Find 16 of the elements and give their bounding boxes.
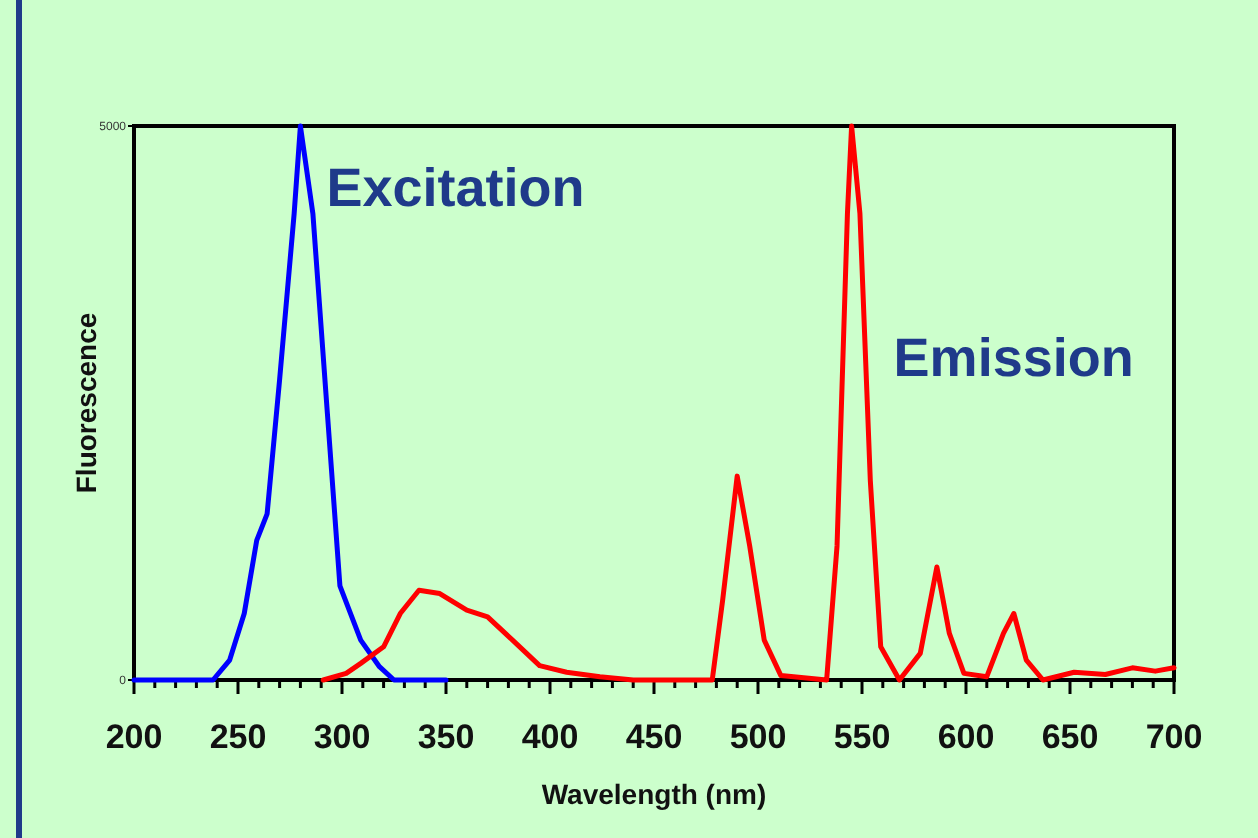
- x-tick-label: 650: [1041, 718, 1099, 756]
- x-tick-label: 550: [833, 718, 891, 756]
- x-tick-label: 350: [417, 718, 475, 756]
- x-tick-label: 200: [105, 718, 163, 756]
- x-tick-label: 300: [313, 718, 371, 756]
- x-tick-label: 600: [937, 718, 995, 756]
- x-tick-label: 400: [521, 718, 579, 756]
- line-series: [320, 123, 1177, 683]
- series-label: Excitation: [326, 158, 585, 218]
- x-tick-label: 250: [209, 718, 267, 756]
- series-label: Emission: [893, 328, 1134, 388]
- y-axis-title: Fluorescence: [70, 312, 102, 494]
- x-tick-label: 500: [729, 718, 787, 756]
- x-tick-label: 450: [625, 718, 683, 756]
- x-axis-title: Wavelength (nm): [541, 778, 767, 810]
- x-tick-label: 700: [1145, 718, 1203, 756]
